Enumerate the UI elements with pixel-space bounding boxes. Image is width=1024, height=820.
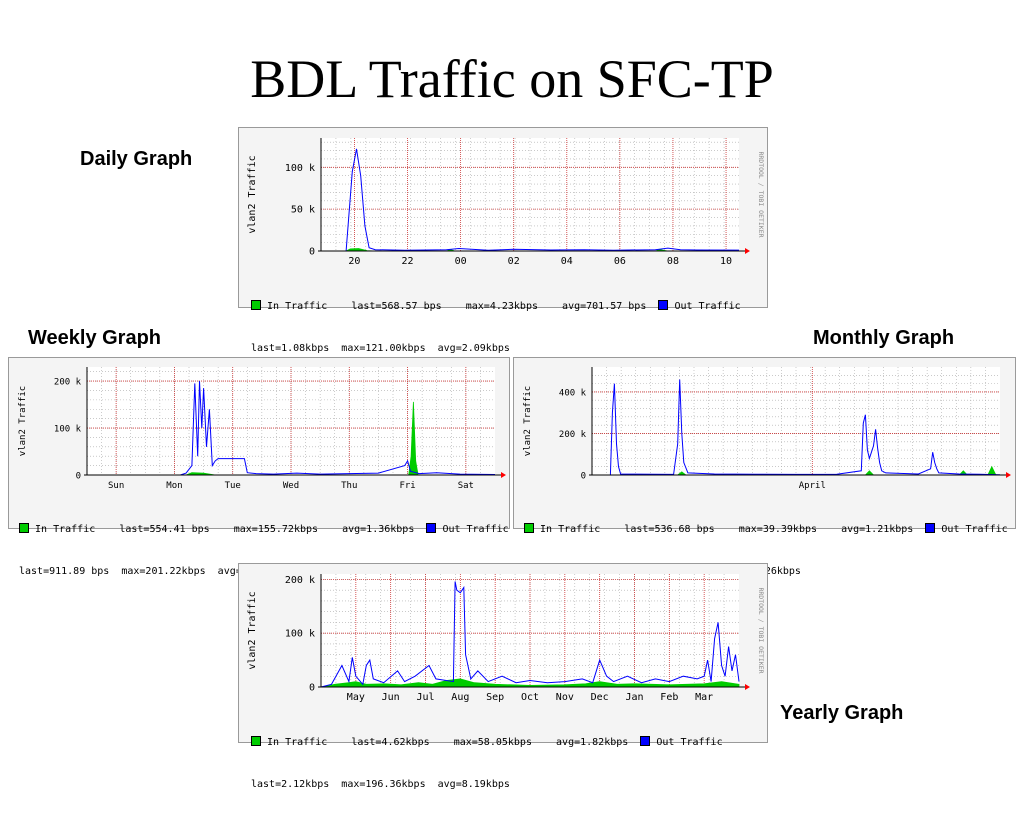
out-traffic-line (592, 379, 1001, 476)
daily-graph-panel: 0 50 k 100 k 20 22 00 02 04 06 08 10 vlan2 Traffic R… (238, 127, 768, 354)
out-traffic-label: Out Traffic (442, 524, 509, 535)
x-tick-label: Oct (521, 692, 539, 703)
in-traffic-swatch (251, 300, 261, 310)
daily-legend: In Traffic last=568.57 bps max=4.23kbps … (251, 272, 741, 384)
x-axis-arrow (745, 248, 750, 254)
weekly-graph-svg: 0 100 k 200 k Sun Mon Tue Wed Thu Fri Sat vlan2 Tr… (18, 367, 506, 491)
in-traffic-stats: last=4.62kbps max=58.05kbps avg=1.82kbps (351, 737, 629, 748)
out-traffic-line (321, 148, 740, 252)
y-tick-label: 400 k (559, 388, 587, 398)
x-tick-label: 08 (667, 256, 679, 267)
out-traffic-label: Out Traffic (656, 737, 723, 748)
rrdtool-credit: RRDTOOL / TOBI OETIKER (757, 587, 765, 673)
in-traffic-stats: last=568.57 bps max=4.23kbps avg=701.57 … (351, 301, 647, 312)
rrdtool-credit: RRDTOOL / TOBI OETIKER (757, 151, 765, 237)
x-tick-label: Thu (341, 481, 357, 491)
out-traffic-line (87, 381, 496, 476)
in-traffic-label: In Traffic (35, 524, 96, 535)
x-tick-label: 02 (508, 256, 520, 267)
x-tick-label: 22 (402, 256, 414, 267)
x-tick-label: Mar (695, 692, 713, 703)
y-tick-label: 200 k (559, 430, 587, 440)
x-tick-label: Sep (486, 692, 504, 703)
out-traffic-line (320, 581, 740, 688)
y-tick-label: 0 (76, 472, 81, 482)
page-title: BDL Traffic on SFC-TP (250, 49, 774, 109)
x-tick-label: Aug (451, 692, 469, 703)
x-tick-label: 06 (614, 256, 626, 267)
x-axis-arrow (501, 472, 506, 478)
yearly-graph-svg: 0 100 k 200 k May Jun Jul Aug Sep Oct Nov Dec Jan Fe… (247, 574, 765, 703)
y-axis-label: vlan2 Traffic (247, 155, 258, 233)
x-tick-label: Dec (591, 692, 609, 703)
out-traffic-label: Out Traffic (941, 524, 1008, 535)
x-tick-label: 20 (348, 256, 360, 267)
out-traffic-swatch (658, 300, 669, 310)
weekly-graph-heading: Weekly Graph (28, 327, 162, 349)
x-tick-label: Mon (166, 481, 182, 491)
out-traffic-swatch (640, 736, 651, 746)
x-tick-label: Tue (225, 481, 241, 491)
y-tick-label: 0 (309, 683, 315, 694)
x-axis-arrow (745, 684, 750, 690)
out-traffic-stats: last=2.12kbps max=196.36kbps avg=8.19kbp… (251, 779, 510, 790)
x-tick-label: Sun (108, 481, 124, 491)
y-axis-label: vlan2 Traffic (18, 386, 28, 456)
y-tick-label: 200 k (285, 575, 315, 586)
weekly-graph-panel: 0 100 k 200 k Sun Mon Tue Wed Thu Fri Sat vlan2 Tr… (8, 357, 510, 577)
in-traffic-swatch (524, 523, 534, 533)
in-traffic-swatch (251, 736, 261, 746)
in-traffic-label: In Traffic (267, 301, 328, 312)
x-tick-label: April (799, 481, 826, 491)
out-traffic-label: Out Traffic (674, 301, 741, 312)
yearly-graph-panel: 0 100 k 200 k May Jun Jul Aug Sep Oct Nov Dec Jan Fe… (238, 563, 768, 790)
x-tick-label: Wed (283, 481, 299, 491)
y-tick-label: 0 (581, 472, 586, 482)
x-axis-arrow (1006, 472, 1011, 478)
x-tick-label: Feb (660, 692, 678, 703)
in-traffic-swatch (19, 523, 29, 533)
y-tick-label: 100 k (285, 163, 315, 174)
x-tick-label: Nov (556, 692, 574, 703)
x-tick-label: Sat (458, 481, 474, 491)
yearly-legend: In Traffic last=4.62kbps max=58.05kbps a… (251, 708, 723, 820)
x-tick-label: 00 (455, 256, 467, 267)
x-tick-label: Jul (416, 692, 434, 703)
out-traffic-swatch (925, 523, 936, 533)
y-tick-label: 200 k (54, 378, 82, 388)
daily-graph-svg: 0 50 k 100 k 20 22 00 02 04 06 08 10 vlan2 Traffic R… (247, 138, 765, 267)
in-traffic-stats: last=536.68 bps max=39.39kbps avg=1.21kb… (624, 524, 914, 535)
y-tick-label: 100 k (285, 629, 315, 640)
yearly-graph-heading: Yearly Graph (780, 702, 904, 724)
y-tick-label: 0 (309, 247, 315, 258)
in-traffic-area (320, 678, 740, 688)
monthly-graph-heading: Monthly Graph (813, 327, 955, 349)
y-tick-label: 50 k (291, 205, 315, 216)
out-traffic-stats: last=1.08kbps max=121.00kbps avg=2.09kbp… (251, 343, 510, 354)
x-tick-label: 04 (561, 256, 573, 267)
x-tick-label: Fri (399, 481, 415, 491)
y-axis-label: vlan2 Traffic (523, 386, 533, 456)
y-tick-label: 100 k (54, 425, 82, 435)
in-traffic-label: In Traffic (267, 737, 328, 748)
x-tick-label: Jan (625, 692, 643, 703)
daily-graph-heading: Daily Graph (80, 148, 193, 170)
in-traffic-stats: last=554.41 bps max=155.72kbps avg=1.36k… (119, 524, 415, 535)
y-axis-label: vlan2 Traffic (247, 591, 258, 669)
in-traffic-label: In Traffic (540, 524, 601, 535)
x-tick-label: Jun (382, 692, 400, 703)
x-tick-label: 10 (720, 256, 732, 267)
out-traffic-swatch (426, 523, 437, 533)
x-tick-label: May (347, 692, 365, 703)
